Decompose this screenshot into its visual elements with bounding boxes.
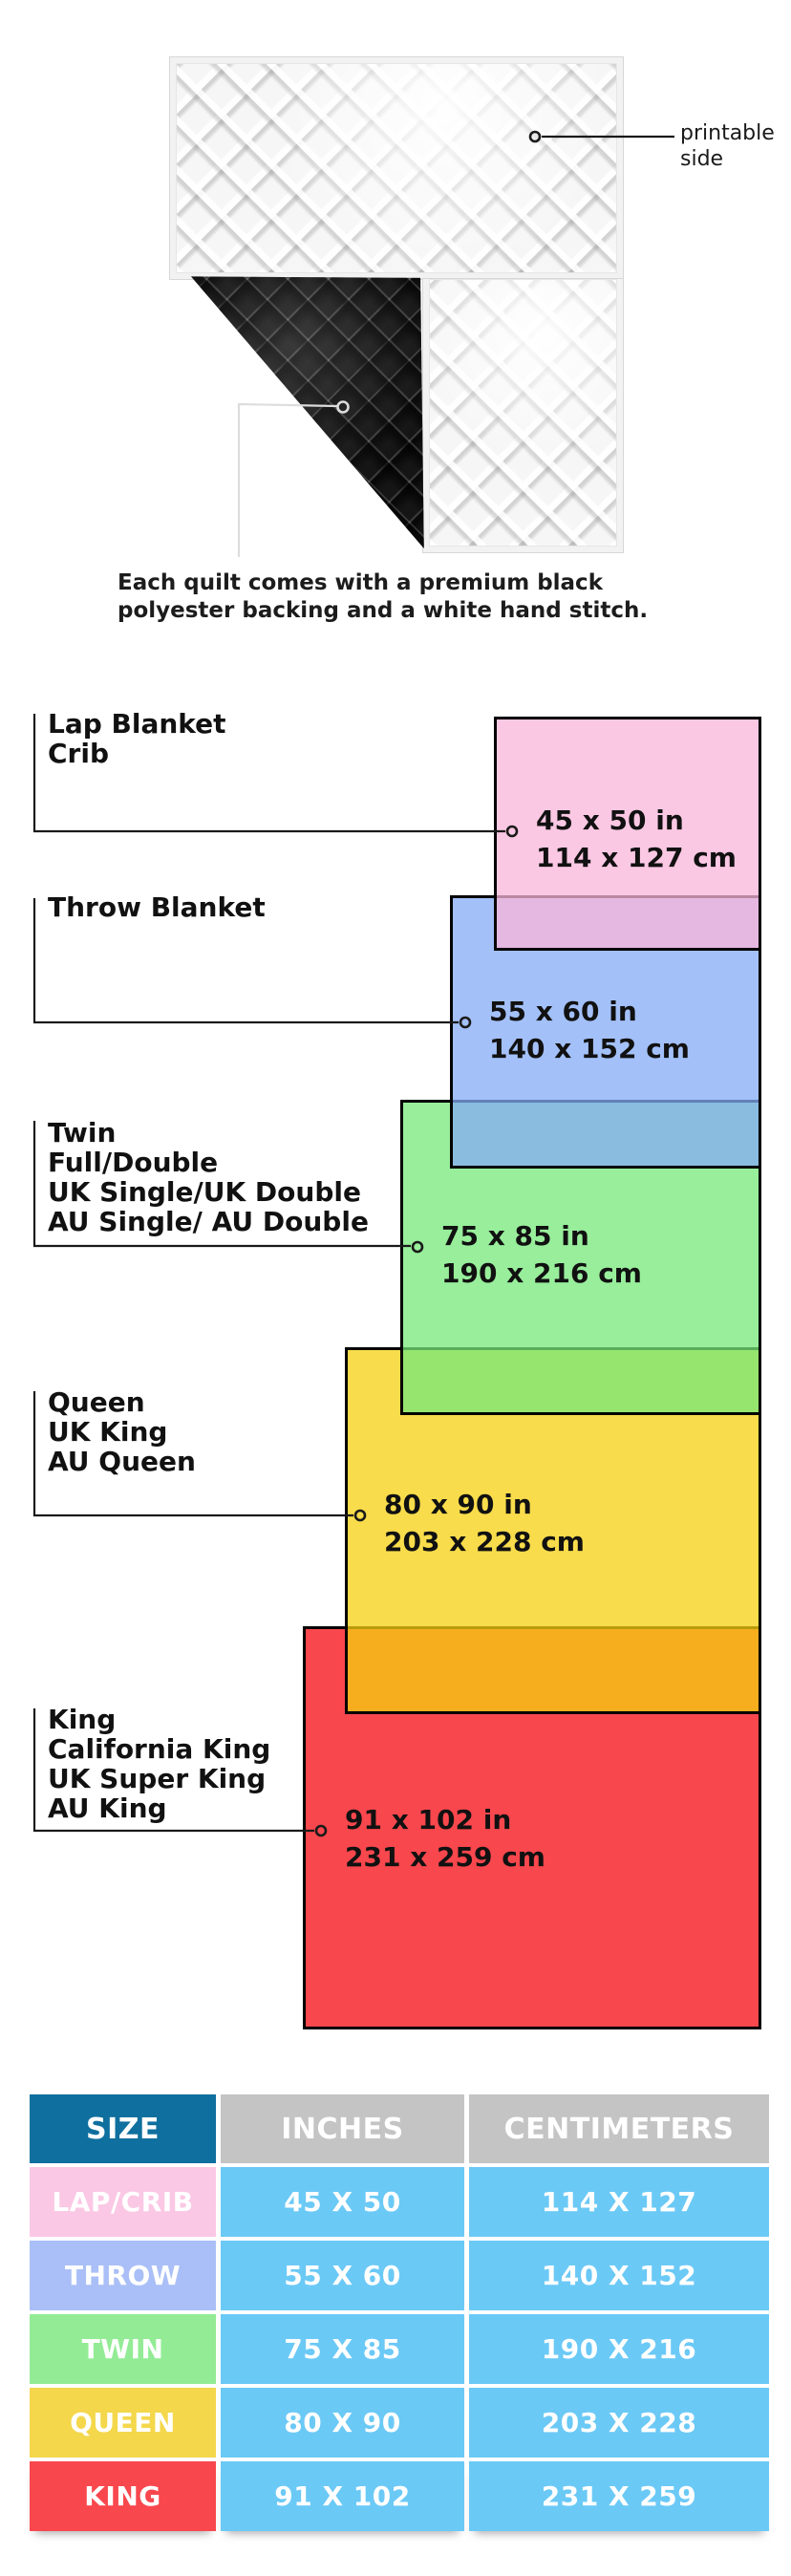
label-king: King California King UK Super King AU Ki… xyxy=(48,1705,270,1823)
dims-cm: 114 x 127 cm xyxy=(536,842,737,873)
label-line: UK Super King xyxy=(48,1763,267,1794)
label-line: Crib xyxy=(48,738,109,769)
row-inches-cell: 91 X 102 xyxy=(221,2461,464,2531)
label-line: California King xyxy=(48,1733,271,1765)
row-size-cell: KING xyxy=(30,2461,216,2531)
quilt-front-right-image xyxy=(423,279,623,552)
row-size-cell: LAP/CRIB xyxy=(30,2167,216,2237)
row-inches-cell: 55 X 60 xyxy=(221,2241,464,2310)
row-inches-cell: 75 X 85 xyxy=(221,2314,464,2384)
row-cm-cell: 203 X 228 xyxy=(469,2388,769,2458)
table-row-throw: THROW 55 X 60 140 X 152 xyxy=(30,2241,769,2310)
table-row-lap-crib: LAP/CRIB 45 X 50 114 X 127 xyxy=(30,2167,769,2237)
label-line: Throw Blanket xyxy=(48,891,266,923)
header-centimeters: CENTIMETERS xyxy=(469,2094,769,2163)
dims-inches: 80 x 90 in xyxy=(384,1489,532,1520)
row-inches-cell: 80 X 90 xyxy=(221,2388,464,2458)
row-size-cell: QUEEN xyxy=(30,2388,216,2458)
label-twin: Twin Full/Double UK Single/UK Double AU … xyxy=(48,1118,369,1236)
table-row-king: KING 91 X 102 231 X 259 xyxy=(30,2461,769,2531)
dims-cm: 203 x 228 cm xyxy=(384,1526,585,1557)
dims-lap-crib: 45 x 50 in 114 x 127 cm xyxy=(536,802,737,876)
label-line: UK Single/UK Double xyxy=(48,1176,361,1208)
table-header-row: SIZE INCHES CENTIMETERS xyxy=(30,2094,769,2163)
quilt-front-top-image xyxy=(170,57,623,279)
label-line: Queen xyxy=(48,1386,145,1418)
label-throw: Throw Blanket xyxy=(48,892,266,922)
label-line: Full/Double xyxy=(48,1147,219,1178)
dims-inches: 75 x 85 in xyxy=(441,1220,589,1252)
dims-inches: 55 x 60 in xyxy=(489,996,637,1027)
table-row-queen: QUEEN 80 X 90 203 X 228 xyxy=(30,2388,769,2458)
size-table: SIZE INCHES CENTIMETERS LAP/CRIB 45 X 50… xyxy=(30,2094,769,2535)
header-size: SIZE xyxy=(30,2094,216,2163)
label-line: Lap Blanket xyxy=(48,708,226,740)
row-cm-cell: 190 X 216 xyxy=(469,2314,769,2384)
label-line: AU King xyxy=(48,1792,167,1824)
label-lap-crib: Lap Blanket Crib xyxy=(48,709,226,768)
label-line: Twin xyxy=(48,1117,117,1148)
label-queen: Queen UK King AU Queen xyxy=(48,1387,196,1476)
label-line: King xyxy=(48,1704,117,1735)
row-size-cell: THROW xyxy=(30,2241,216,2310)
dims-queen: 80 x 90 in 203 x 228 cm xyxy=(384,1486,585,1560)
dims-inches: 91 x 102 in xyxy=(345,1804,512,1835)
dims-twin: 75 x 85 in 190 x 216 cm xyxy=(441,1217,642,1292)
backing-caption: Each quilt comes with a premium black po… xyxy=(118,570,649,623)
table-row-twin: TWIN 75 X 85 190 X 216 xyxy=(30,2314,769,2384)
dims-inches: 45 x 50 in xyxy=(536,805,684,836)
row-cm-cell: 231 X 259 xyxy=(469,2461,769,2531)
row-size-cell: TWIN xyxy=(30,2314,216,2384)
label-line: AU Single/ AU Double xyxy=(48,1206,369,1237)
dims-cm: 190 x 216 cm xyxy=(441,1257,642,1289)
quilt-black-backing-fold-image xyxy=(191,276,424,548)
dims-king: 91 x 102 in 231 x 259 cm xyxy=(345,1801,545,1876)
dims-cm: 231 x 259 cm xyxy=(345,1841,545,1873)
row-inches-cell: 45 X 50 xyxy=(221,2167,464,2237)
dims-throw: 55 x 60 in 140 x 152 cm xyxy=(489,993,690,1067)
label-line: AU Queen xyxy=(48,1446,196,1477)
printable-side-label: printable side xyxy=(680,121,775,171)
dims-cm: 140 x 152 cm xyxy=(489,1033,690,1064)
size-rect-lap-crib xyxy=(494,717,761,951)
label-line: UK King xyxy=(48,1416,168,1448)
header-inches: INCHES xyxy=(221,2094,464,2163)
row-cm-cell: 140 X 152 xyxy=(469,2241,769,2310)
row-cm-cell: 114 X 127 xyxy=(469,2167,769,2237)
